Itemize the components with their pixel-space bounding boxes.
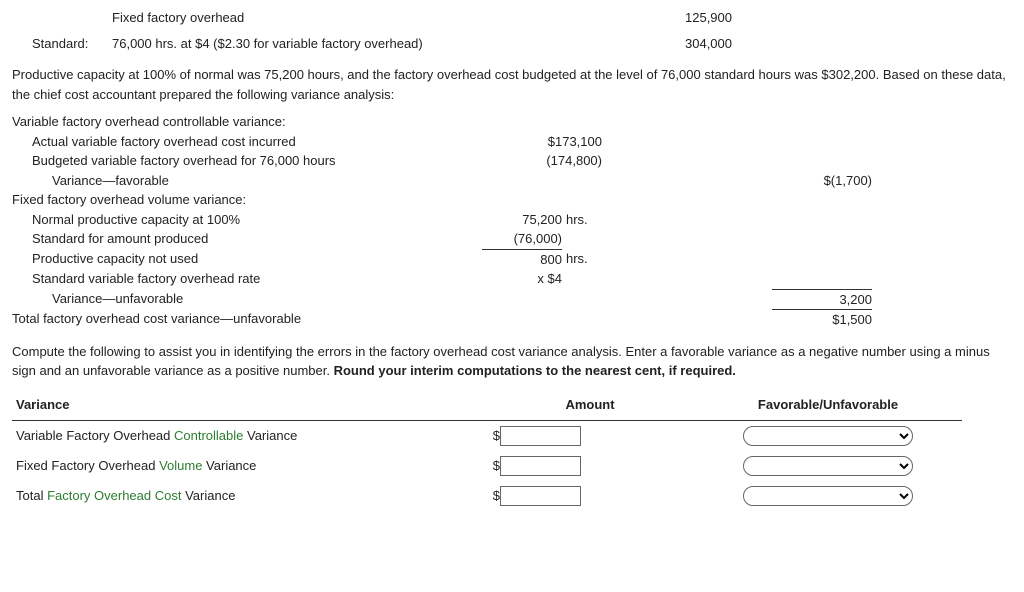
amount-input-3[interactable] — [500, 486, 581, 506]
header-amount: Amount — [486, 389, 694, 421]
variance-favorable-label: Variance—favorable — [52, 171, 482, 191]
rate-label: Standard variable factory overhead rate — [32, 269, 482, 289]
intro-paragraph: Productive capacity at 100% of normal wa… — [12, 65, 1012, 104]
table-row: Total Factory Overhead Cost Variance $ — [12, 481, 962, 511]
line-total-variance: Total factory overhead cost variance—unf… — [12, 309, 1012, 330]
row-1-post: Variance — [243, 428, 297, 443]
standard-label: 76,000 hrs. at $4 ($2.30 for variable fa… — [112, 34, 612, 54]
row-3-pre: Total — [16, 488, 47, 503]
given-fixed-overhead-row: Fixed factory overhead 125,900 — [12, 8, 1012, 28]
favorable-select-2[interactable] — [743, 456, 913, 476]
line-actual-variable: Actual variable factory overhead cost in… — [12, 132, 1012, 152]
line-budgeted-variable: Budgeted variable factory overhead for 7… — [12, 151, 1012, 171]
row-3-post: Variance — [181, 488, 235, 503]
fixed-volume-header: Fixed factory overhead volume variance: — [12, 190, 1012, 210]
standard-value: 304,000 — [612, 34, 732, 54]
total-variance-label: Total factory overhead cost variance—unf… — [12, 309, 482, 330]
favorable-select-3[interactable] — [743, 486, 913, 506]
line-standard-amount: Standard for amount produced (76,000) — [12, 229, 1012, 249]
actual-variable-value: $173,100 — [482, 132, 602, 152]
favorable-select-1[interactable] — [743, 426, 913, 446]
factory-overhead-cost-link[interactable]: Factory Overhead Cost — [47, 488, 181, 503]
currency-symbol: $ — [490, 456, 500, 476]
currency-symbol: $ — [490, 426, 500, 446]
line-variance-favorable: Variance—favorable $(1,700) — [12, 171, 1012, 191]
table-row: Fixed Factory Overhead Volume Variance $ — [12, 451, 962, 481]
capacity-value: 75,200 — [482, 210, 562, 230]
variance-unfavorable-value: 3,200 — [772, 289, 872, 310]
table-row: Variable Factory Overhead Controllable V… — [12, 421, 962, 452]
standard-amount-value: (76,000) — [482, 229, 562, 249]
standard-amount-label: Standard for amount produced — [32, 229, 482, 249]
fixed-overhead-value: 125,900 — [612, 8, 732, 28]
budgeted-variable-label: Budgeted variable factory overhead for 7… — [32, 151, 482, 171]
amount-input-2[interactable] — [500, 456, 581, 476]
row-2-pre: Fixed Factory Overhead — [16, 458, 159, 473]
header-variance: Variance — [12, 389, 486, 421]
row-1-label: Variable Factory Overhead Controllable V… — [12, 421, 486, 452]
row-2-label: Fixed Factory Overhead Volume Variance — [12, 451, 486, 481]
row-1-pre: Variable Factory Overhead — [16, 428, 174, 443]
row-3-label: Total Factory Overhead Cost Variance — [12, 481, 486, 511]
answer-table: Variance Amount Favorable/Unfavorable Va… — [12, 389, 962, 512]
variance-favorable-value: $(1,700) — [772, 171, 872, 191]
instructions-bold: Round your interim computations to the n… — [334, 363, 736, 378]
controllable-link[interactable]: Controllable — [174, 428, 243, 443]
amount-input-1[interactable] — [500, 426, 581, 446]
currency-symbol: $ — [490, 486, 500, 506]
actual-variable-label: Actual variable factory overhead cost in… — [32, 132, 482, 152]
given-standard-row: Standard: 76,000 hrs. at $4 ($2.30 for v… — [12, 34, 1012, 54]
budgeted-variable-value: (174,800) — [482, 151, 602, 171]
instructions-paragraph: Compute the following to assist you in i… — [12, 342, 1012, 381]
variable-controllable-header: Variable factory overhead controllable v… — [12, 112, 1012, 132]
fixed-overhead-label: Fixed factory overhead — [112, 8, 612, 28]
not-used-value: 800 — [482, 249, 562, 270]
variance-unfavorable-label: Variance—unfavorable — [52, 289, 482, 310]
line-variance-unfavorable: Variance—unfavorable 3,200 — [12, 289, 1012, 310]
not-used-unit: hrs. — [562, 249, 606, 270]
line-not-used: Productive capacity not used 800 hrs. — [12, 249, 1012, 270]
row-2-post: Variance — [202, 458, 256, 473]
capacity-label: Normal productive capacity at 100% — [32, 210, 482, 230]
rate-value: x $4 — [482, 269, 562, 289]
volume-link[interactable]: Volume — [159, 458, 202, 473]
capacity-unit: hrs. — [562, 210, 606, 230]
header-favorable-unfavorable: Favorable/Unfavorable — [694, 389, 962, 421]
not-used-label: Productive capacity not used — [32, 249, 482, 270]
line-capacity: Normal productive capacity at 100% 75,20… — [12, 210, 1012, 230]
line-rate: Standard variable factory overhead rate … — [12, 269, 1012, 289]
total-variance-value: $1,500 — [772, 309, 872, 330]
standard-prefix: Standard: — [32, 34, 112, 54]
